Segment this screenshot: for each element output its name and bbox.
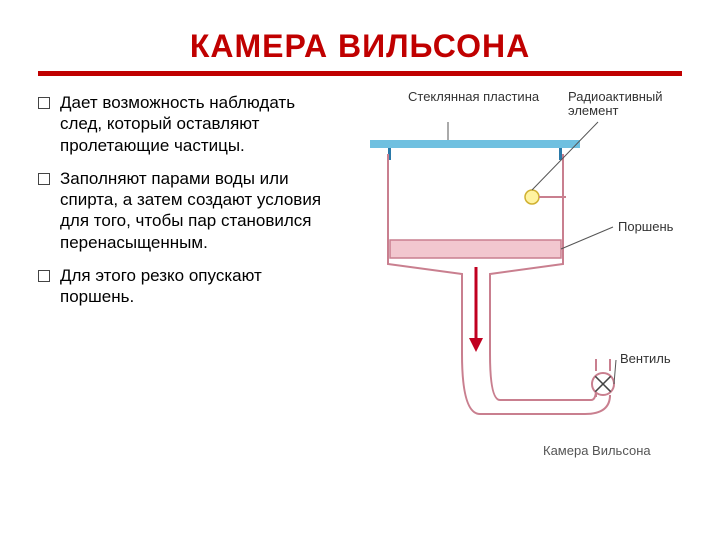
slide-body: Дает возможность наблюдать след, который… (38, 92, 682, 472)
bullet-item: Для этого резко опускают поршень. (38, 265, 338, 308)
label-valve: Вентиль (620, 352, 671, 366)
text-column: Дает возможность наблюдать след, который… (38, 92, 338, 472)
label-glass-plate: Стеклянная пластина (408, 90, 539, 104)
bullet-list: Дает возможность наблюдать след, который… (38, 92, 338, 307)
figure-caption: Камера Вильсона (543, 444, 651, 458)
slide-title: КАМЕРА ВИЛЬСОНА (38, 28, 682, 65)
slide: КАМЕРА ВИЛЬСОНА Дает возможность наблюда… (0, 0, 720, 540)
figure-column: Стеклянная пластина Радиоактивный элемен… (348, 92, 682, 472)
title-underline (38, 71, 682, 76)
bullet-item: Заполняют парами воды или спирта, а зате… (38, 168, 338, 253)
bullet-item: Дает возможность наблюдать след, который… (38, 92, 338, 156)
diagram-svg (348, 92, 678, 472)
wilson-chamber-figure: Стеклянная пластина Радиоактивный элемен… (348, 92, 678, 472)
label-piston: Поршень (618, 220, 673, 234)
label-radioactive-element: Радиоактивный элемент (568, 90, 678, 119)
